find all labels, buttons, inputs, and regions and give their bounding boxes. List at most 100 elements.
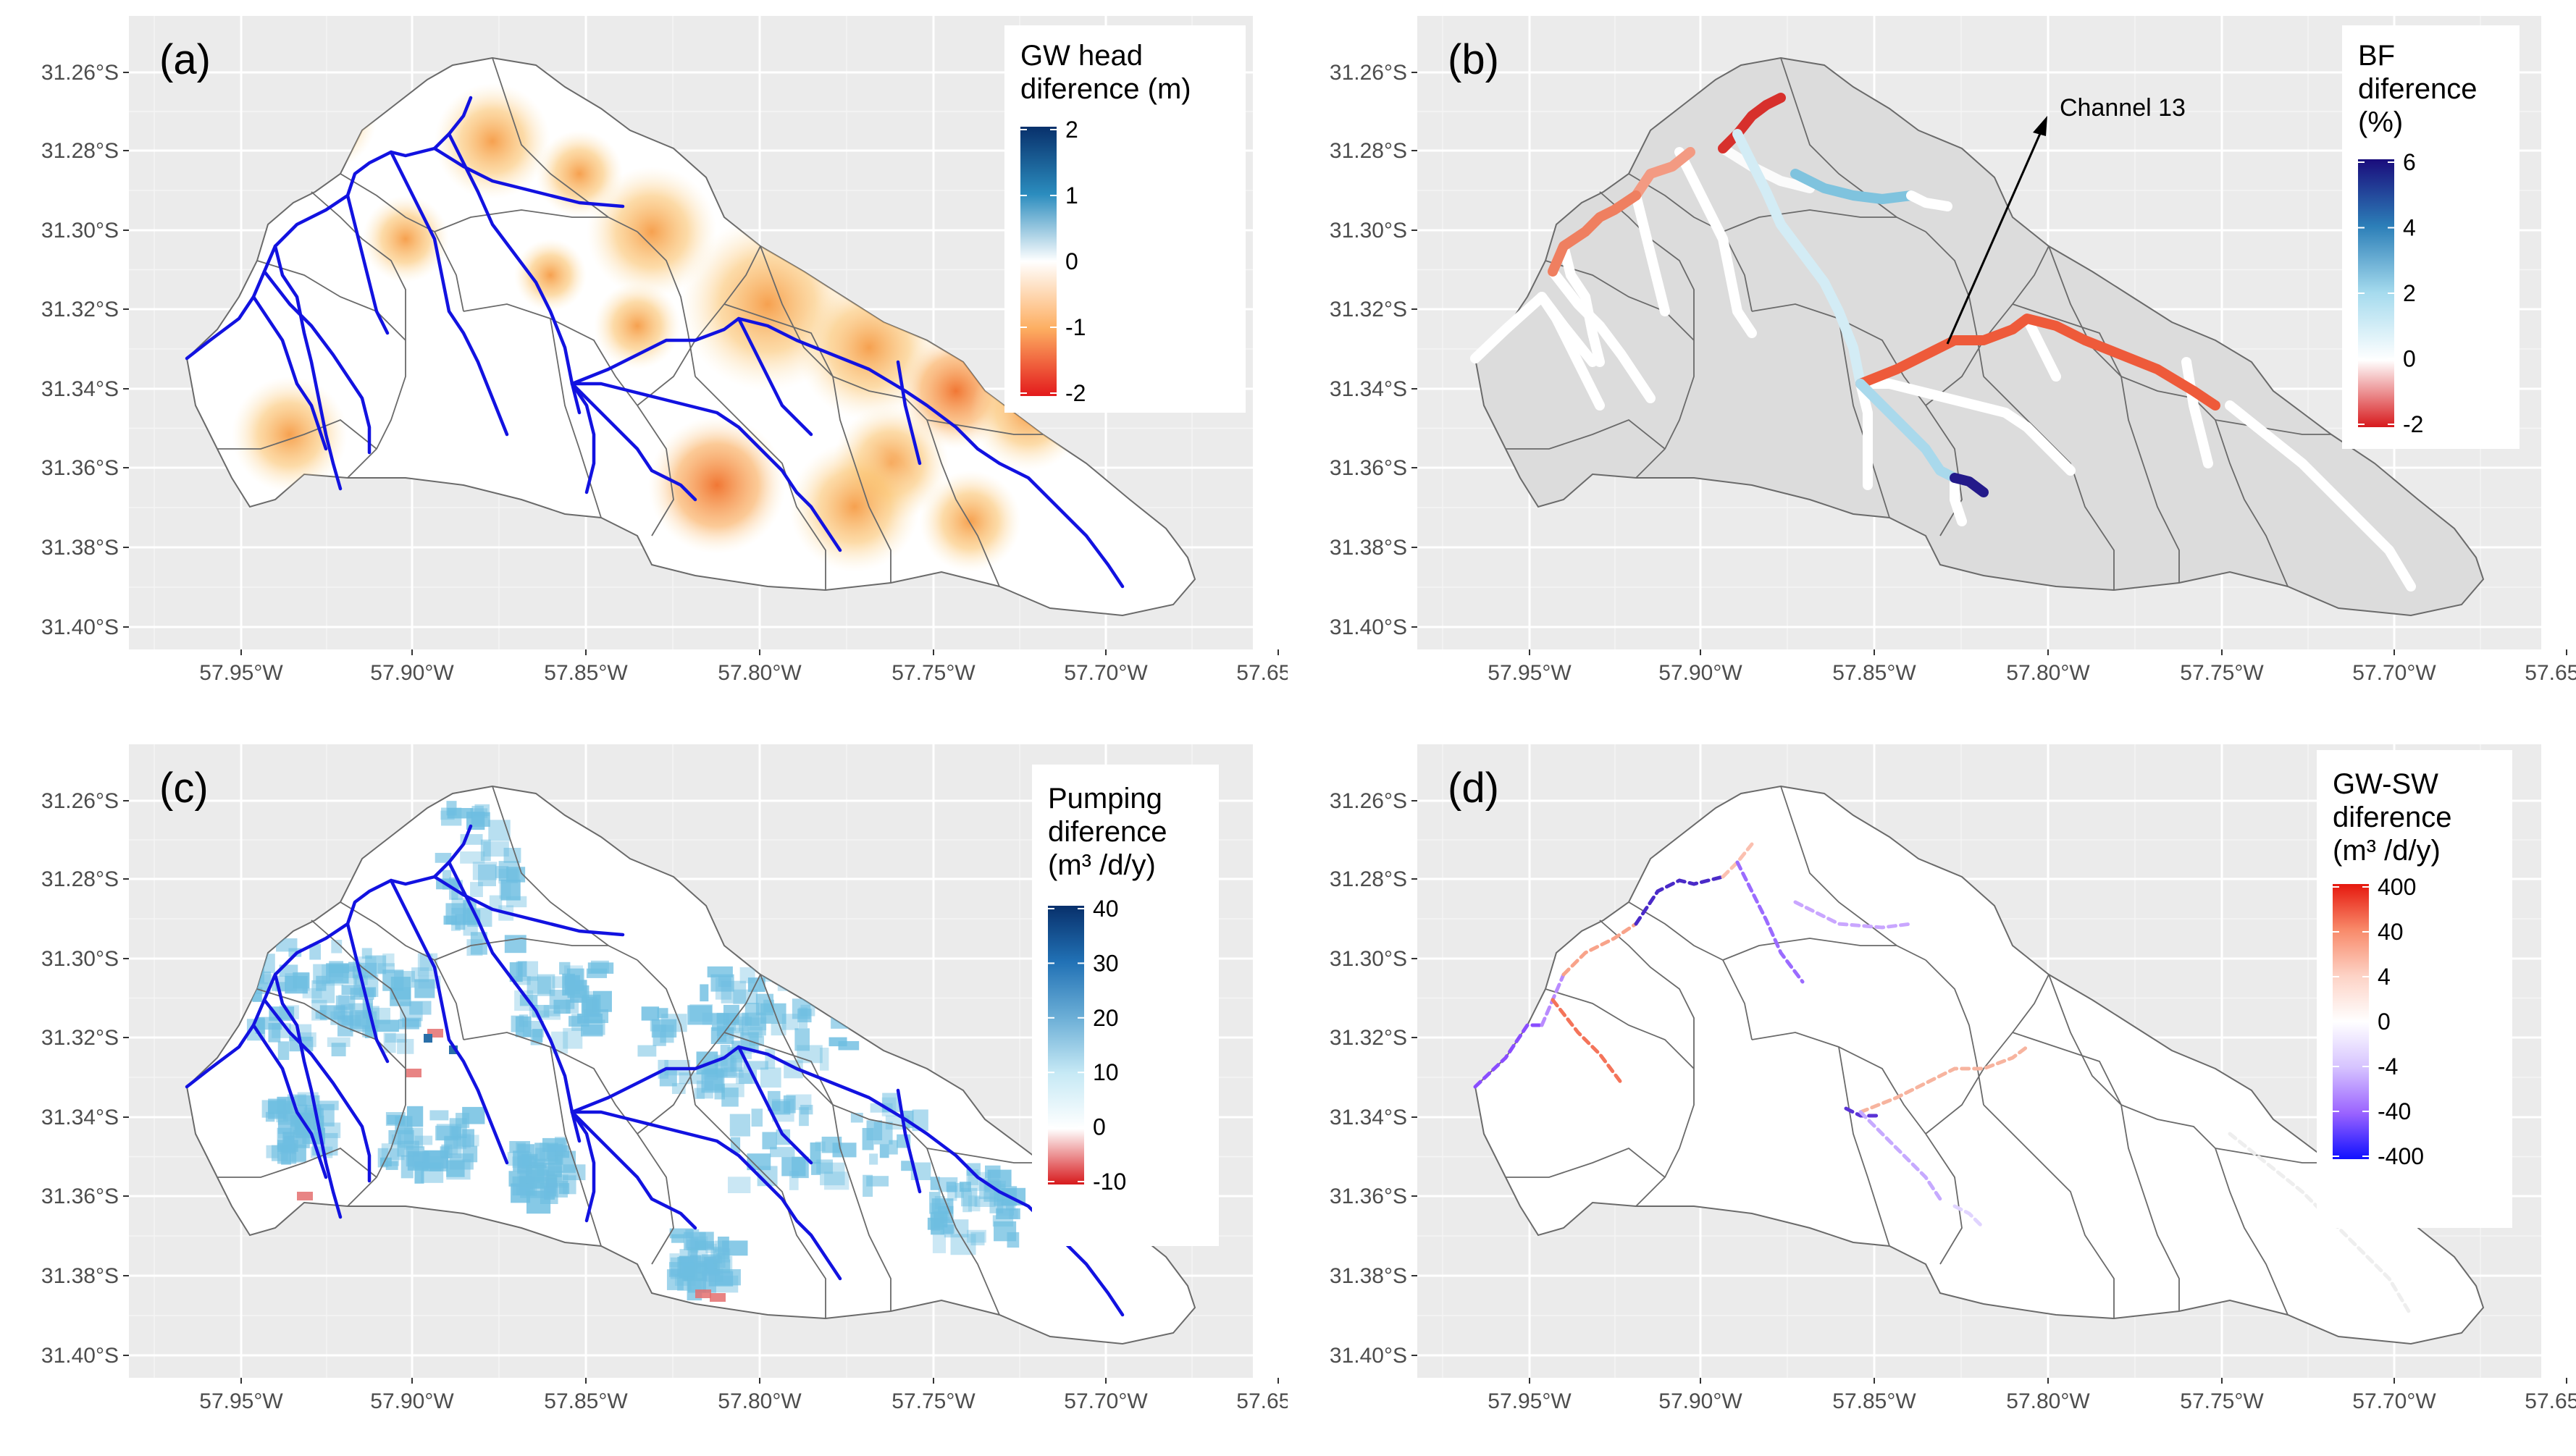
subbasin-line [637,405,674,536]
legend-title-line: (m³ /d/y) [2333,835,2441,867]
gwsw-channel [1473,1023,1544,1089]
pumping-cell [749,1035,765,1046]
legend-value-label: -2 [1065,380,1086,406]
y-tick-label: 31.32°S [1330,1026,1407,1050]
pumping-cell [546,1178,557,1194]
pumping-cell [747,977,765,992]
legend-value-label: 1 [1065,182,1078,209]
pumping-cell [721,1087,739,1107]
subbasin-line [217,1147,377,1178]
x-tick-label: 57.65°W [1236,1389,1288,1413]
subbasin-line [550,1046,602,1247]
pumping-cell [671,1234,685,1243]
river-channel [447,860,582,1143]
x-tick-label: 57.65°W [2525,661,2576,685]
pumping-cell [331,940,343,954]
baseflow-channel [1950,473,1989,497]
x-tick-label: 57.80°W [2006,661,2090,685]
pumping-cell [338,994,350,1013]
subbasin-line [550,318,602,518]
pumping-cell [942,1224,955,1234]
gwsw-channel [1735,860,1805,984]
x-tick-label: 57.75°W [891,661,976,685]
x-tick-label: 57.85°W [544,1389,628,1413]
pumping-cell [592,990,612,1012]
head-anomaly [587,167,717,297]
x-tick-label: 57.80°W [2006,1389,2090,1413]
pumping-cell [824,1171,849,1190]
gwsw-channel [1952,1204,1986,1230]
pumping-cell [1009,1208,1018,1219]
pumping-cell [974,1196,996,1207]
pumping-cell [472,862,498,880]
y-tick-label: 31.36°S [41,1184,119,1208]
subbasin-line [723,1032,834,1106]
baseflow-channel [1950,473,1967,526]
pumping-cell [751,1108,763,1127]
river-channel [570,1110,596,1223]
legend-value-label: 40 [1093,896,1119,922]
baseflow-channel [1631,190,1670,316]
subbasin-line [1838,318,1890,518]
legend-value-label: -400 [2378,1143,2424,1169]
y-tick-label: 31.32°S [41,298,119,321]
y-tick-label: 31.32°S [41,1026,119,1050]
y-tick-label: 31.38°S [41,536,119,560]
pumping-cell [385,1033,407,1043]
subbasin-line [1635,340,1695,479]
legend-value-label: -4 [2378,1053,2398,1080]
pumping-cell [637,1045,657,1057]
x-tick-label: 57.70°W [1064,1389,1148,1413]
pumping-cell [390,977,411,1000]
legend-value-label: 400 [2378,874,2416,900]
x-tick-label: 57.90°W [1658,1389,1742,1413]
y-tick-label: 31.26°S [1330,789,1407,813]
pumping-cell [797,1045,823,1064]
head-anomaly [789,442,920,572]
pumping-cell [889,1140,898,1155]
pumping-cell [462,1129,474,1147]
legend-title-line: diference [2358,73,2478,105]
legend-value-label: 6 [2403,149,2416,175]
legend-value-label: 0 [2403,346,2416,372]
subbasin-boundaries [217,57,1043,590]
pumping-cell [553,999,571,1014]
x-tick-label: 57.95°W [1488,661,1572,685]
legend-title-line: BF [2358,40,2395,72]
pumping-cell [781,1014,799,1030]
pumping-cell-negative [695,1289,711,1298]
pumping-cell [967,1229,986,1243]
pumping-cell [327,1037,351,1048]
subbasin-line [217,418,377,450]
pumping-cell [970,1232,985,1246]
pumping-cell [968,1195,981,1212]
subbasin-line [1751,1032,1926,1135]
y-tick-label: 31.26°S [41,61,119,85]
baseflow-channel [1674,147,1757,338]
subbasin-line [1506,1147,1666,1178]
pumping-cell [414,979,435,998]
x-tick-label: 57.80°W [718,661,802,685]
river-channel [262,998,372,1183]
baseflow-channel [1732,129,1866,389]
pumping-cell [994,1221,1017,1242]
subbasin-line [723,303,834,377]
pumping-cell [659,1070,677,1087]
legend-value-label: 2 [2403,280,2416,306]
pumping-cell [966,1163,981,1176]
pumping-cell [938,1177,958,1192]
pumping-cell [660,1024,674,1043]
x-tick-label: 57.70°W [2352,1389,2436,1413]
pumping-cell [730,1049,743,1072]
pumping-cell [866,1176,889,1187]
pumping-cell [811,1161,821,1175]
subbasin-line [1599,920,1695,1069]
pumping-cell [685,1229,700,1249]
pumping-cell [460,851,485,864]
pumping-cell [519,1014,529,1027]
pumping-cell [800,1104,813,1115]
subbasin-line [637,1133,674,1265]
pumping-cell [418,975,441,989]
y-tick-label: 31.30°S [41,219,119,243]
